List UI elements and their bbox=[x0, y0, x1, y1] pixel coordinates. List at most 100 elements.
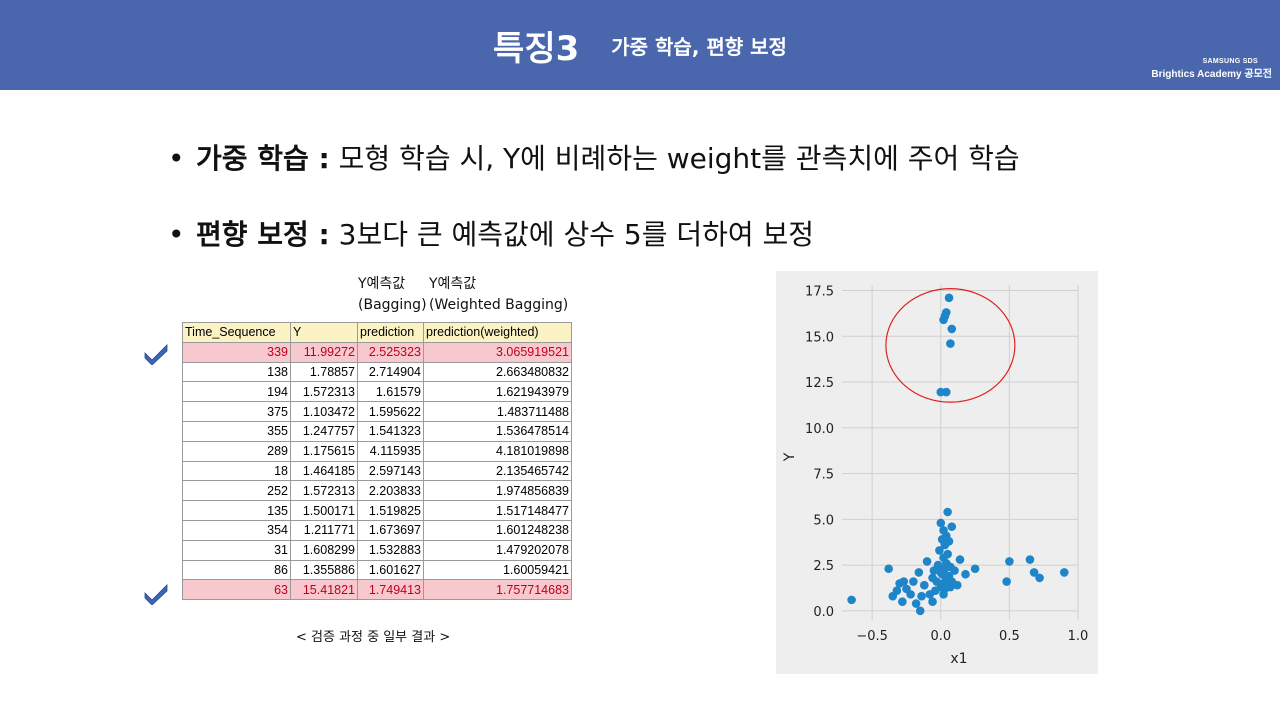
table-cell: 1.464185 bbox=[290, 460, 358, 482]
checkmark-icon bbox=[143, 343, 169, 366]
table-cell: 355 bbox=[182, 420, 291, 442]
page-title: 특징3 bbox=[493, 28, 580, 69]
y-tick-label: 5.0 bbox=[813, 513, 834, 528]
table-cell: 1.479202078 bbox=[423, 539, 572, 561]
bullet-bias-correction: • 편향 보정 : 3보다 큰 예측값에 상수 5를 더하여 보정 bbox=[168, 213, 814, 253]
table-row: 18 1.464185 2.597143 2.135465742 bbox=[182, 460, 572, 482]
brand-line-2: Brightics Academy 공모전 bbox=[1151, 69, 1272, 80]
scatter-point bbox=[950, 566, 959, 575]
column-header: prediction(weighted) bbox=[423, 322, 572, 343]
scatter-point bbox=[1035, 573, 1044, 583]
scatter-point bbox=[970, 564, 980, 574]
table-cell: 86 bbox=[182, 559, 291, 581]
table-cell: 1.601627 bbox=[357, 559, 424, 581]
table-cell: 1.355886 bbox=[290, 559, 358, 581]
scatter-point bbox=[933, 560, 943, 570]
table-row: 63 15.41821 1.749413 1.757714683 bbox=[182, 579, 572, 601]
scatter-point bbox=[914, 568, 924, 577]
y-tick-label: 7.5 bbox=[813, 468, 834, 483]
table-cell: 18 bbox=[182, 460, 291, 482]
scatter-point bbox=[911, 599, 921, 608]
scatter-point bbox=[946, 339, 955, 348]
scatter-point bbox=[915, 606, 925, 616]
table-cell: 1.532883 bbox=[357, 539, 424, 561]
scatter-point bbox=[906, 590, 915, 599]
scatter-point bbox=[917, 591, 926, 601]
table-cell: 1.517148477 bbox=[423, 500, 572, 521]
title-area: 특징3 가중 학습, 편향 보정 bbox=[0, 0, 1280, 90]
table-row: 355 1.247757 1.541323 1.536478514 bbox=[182, 420, 572, 442]
table-cell: 1.621943979 bbox=[423, 381, 572, 403]
y-tick-label: 0.0 bbox=[813, 605, 834, 620]
table-row: 375 1.103472 1.595622 1.483711488 bbox=[182, 401, 572, 422]
bullet-term: 편향 보정 : bbox=[196, 218, 330, 251]
table-row: 354 1.211771 1.673697 1.601248238 bbox=[182, 519, 572, 541]
table-cell: 2.663480832 bbox=[423, 361, 572, 383]
table-cell: 1.519825 bbox=[357, 500, 424, 521]
table-cell: 1.536478514 bbox=[423, 420, 572, 442]
scatter-point bbox=[939, 315, 948, 325]
table-cell: 15.41821 bbox=[290, 579, 358, 601]
bullet-term: 가중 학습 : bbox=[196, 142, 330, 175]
y-tick-label: 2.5 bbox=[813, 559, 834, 574]
x-axis-label: x1 bbox=[950, 651, 967, 667]
bullet-text: 3보다 큰 예측값에 상수 5를 더하여 보정 bbox=[329, 218, 815, 251]
scatter-point bbox=[955, 555, 965, 564]
x-tick-label: −0.5 bbox=[856, 629, 888, 644]
table-cell: 1.175615 bbox=[290, 440, 358, 462]
table-cell: 11.99272 bbox=[290, 341, 358, 363]
table-cell: 2.597143 bbox=[357, 460, 424, 482]
brand-logo: SAMSUNG SDS Brightics Academy 공모전 bbox=[1151, 55, 1272, 81]
table-cell: 135 bbox=[182, 500, 291, 521]
scatter-point bbox=[922, 557, 932, 566]
table-cell: 1.595622 bbox=[357, 401, 424, 422]
scatter-point bbox=[847, 595, 856, 605]
table-cell: 289 bbox=[182, 440, 291, 462]
column-header: Y bbox=[290, 322, 358, 343]
table-cell: 1.500171 bbox=[290, 500, 358, 521]
weighted-label-line1: Y예측값 bbox=[429, 276, 477, 292]
scatter-plot-panel bbox=[776, 271, 1098, 674]
weighted-label-line2: (Weighted Bagging) bbox=[429, 297, 569, 313]
table-cell: 2.135465742 bbox=[423, 460, 572, 482]
table-cell: 3.065919521 bbox=[423, 341, 572, 363]
scatter-point bbox=[1059, 568, 1069, 577]
table-cell: 1.541323 bbox=[357, 420, 424, 442]
scatter-point bbox=[936, 518, 946, 528]
scatter-point bbox=[1005, 557, 1014, 566]
table-cell: 1.78857 bbox=[290, 361, 358, 383]
table-cell: 2.714904 bbox=[357, 361, 424, 383]
scatter-point bbox=[941, 387, 951, 397]
scatter-point bbox=[909, 577, 918, 586]
outlier-highlight-circle bbox=[885, 288, 1016, 403]
scatter-point bbox=[944, 293, 954, 303]
table-cell: 1.608299 bbox=[290, 539, 358, 561]
bagging-label-line2: (Bagging) bbox=[358, 297, 427, 313]
table-row: 252 1.572313 2.203833 1.974856839 bbox=[182, 480, 572, 502]
table-cell: 339 bbox=[182, 341, 291, 363]
scatter-point bbox=[1025, 555, 1035, 564]
scatter-point bbox=[935, 546, 944, 555]
bullet-dot: • bbox=[168, 142, 185, 175]
table-cell: 1.601248238 bbox=[423, 519, 572, 541]
page-subtitle: 가중 학습, 편향 보정 bbox=[611, 34, 787, 59]
table-cell: 138 bbox=[182, 361, 291, 383]
table-cell: 375 bbox=[182, 401, 291, 422]
table-cell: 1.211771 bbox=[290, 519, 358, 541]
scatter-point bbox=[940, 571, 950, 581]
bullet-dot: • bbox=[168, 218, 185, 251]
table-cell: 1.61579 bbox=[357, 381, 424, 403]
table-cell: 1.757714683 bbox=[423, 579, 572, 601]
table-cell: 1.247757 bbox=[290, 420, 358, 442]
scatter-point bbox=[943, 507, 952, 517]
table-row: 289 1.175615 4.115935 4.181019898 bbox=[182, 440, 572, 462]
table-cell: 1.749413 bbox=[357, 579, 424, 601]
table-row: 339 11.99272 2.525323 3.065919521 bbox=[182, 341, 572, 363]
scatter-point bbox=[961, 569, 970, 579]
scatter-plot: −0.5 0.0 0.5 1.0 0.0 2.5 5.0 7.5 10.0 12.5 15.0 17.… bbox=[782, 284, 1089, 667]
x-tick-label: 1.0 bbox=[1068, 629, 1089, 644]
y-tick-label: 15.0 bbox=[805, 330, 834, 345]
column-header: Time_Sequence bbox=[182, 322, 291, 343]
scatter-point bbox=[943, 549, 952, 559]
